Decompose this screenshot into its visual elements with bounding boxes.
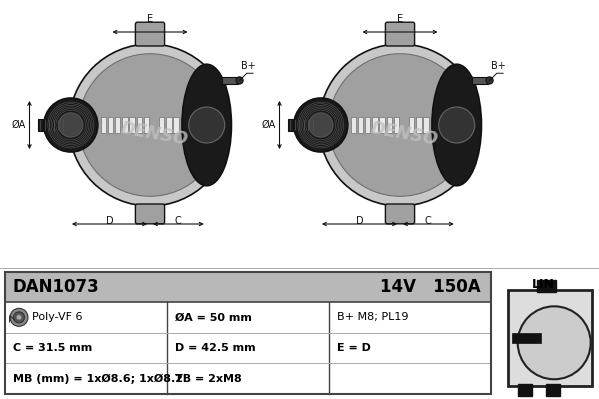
Text: ØA: ØA <box>11 120 26 130</box>
Bar <box>518 384 532 396</box>
Circle shape <box>294 98 348 152</box>
Bar <box>181 117 186 133</box>
Bar <box>537 280 556 292</box>
Text: B+ M8; PL19: B+ M8; PL19 <box>337 312 409 322</box>
Text: Poly-VF 6: Poly-VF 6 <box>32 312 83 322</box>
Bar <box>423 117 429 133</box>
Bar <box>122 117 128 133</box>
Circle shape <box>329 54 471 196</box>
Text: E = D: E = D <box>337 343 371 353</box>
Bar <box>108 117 113 133</box>
Bar <box>173 117 179 133</box>
Text: D = 42.5 mm: D = 42.5 mm <box>175 343 256 353</box>
Text: DENSO: DENSO <box>369 119 440 149</box>
Bar <box>445 117 450 133</box>
Bar <box>350 117 356 133</box>
Bar <box>438 117 443 133</box>
Text: B+: B+ <box>491 61 506 71</box>
Ellipse shape <box>432 64 482 186</box>
Bar <box>5 272 491 394</box>
Circle shape <box>236 77 243 84</box>
Bar <box>508 290 592 386</box>
Text: D: D <box>105 216 113 226</box>
Circle shape <box>14 312 25 323</box>
Bar <box>137 117 142 133</box>
Bar <box>416 117 422 133</box>
FancyBboxPatch shape <box>385 22 415 46</box>
Text: C: C <box>425 216 432 226</box>
Bar <box>166 117 171 133</box>
Bar <box>115 117 120 133</box>
Bar <box>38 119 74 131</box>
Circle shape <box>44 98 98 152</box>
Circle shape <box>59 113 83 137</box>
Text: DAN1073: DAN1073 <box>13 278 100 296</box>
Circle shape <box>438 107 474 143</box>
Bar <box>394 117 399 133</box>
Bar <box>101 117 106 133</box>
Bar <box>431 117 436 133</box>
Bar <box>5 272 491 302</box>
Bar <box>409 117 415 133</box>
Text: ØA: ØA <box>261 120 276 130</box>
Circle shape <box>518 306 591 379</box>
Bar <box>188 117 193 133</box>
Bar <box>379 117 385 133</box>
Circle shape <box>319 44 481 206</box>
Text: B+: B+ <box>241 61 256 71</box>
Circle shape <box>69 44 231 206</box>
Bar <box>358 117 363 133</box>
Bar <box>546 384 560 396</box>
Text: C = 31.5 mm: C = 31.5 mm <box>13 343 92 353</box>
Bar <box>365 117 370 133</box>
FancyBboxPatch shape <box>385 204 415 224</box>
Circle shape <box>10 308 28 326</box>
Ellipse shape <box>182 64 231 186</box>
Text: 14V   150A: 14V 150A <box>380 278 481 296</box>
Bar <box>129 117 135 133</box>
Circle shape <box>17 315 22 320</box>
Circle shape <box>189 107 225 143</box>
Bar <box>195 117 201 133</box>
Text: C: C <box>175 216 181 226</box>
Bar <box>512 333 541 343</box>
Bar <box>159 117 164 133</box>
Bar <box>372 117 377 133</box>
Text: E: E <box>147 14 153 24</box>
Bar <box>144 117 149 133</box>
Text: LIN: LIN <box>531 278 555 291</box>
FancyBboxPatch shape <box>135 204 165 224</box>
Circle shape <box>308 113 333 137</box>
Circle shape <box>486 77 493 84</box>
Text: ØA = 50 mm: ØA = 50 mm <box>175 312 252 322</box>
Circle shape <box>78 54 221 196</box>
Text: E: E <box>397 14 403 24</box>
Bar <box>288 119 323 131</box>
Text: MB (mm) = 1xØ8.6; 1xØ8.2: MB (mm) = 1xØ8.6; 1xØ8.2 <box>13 373 183 384</box>
FancyBboxPatch shape <box>135 22 165 46</box>
Text: DENSO: DENSO <box>119 119 190 149</box>
Bar <box>471 77 488 84</box>
Text: D: D <box>356 216 364 226</box>
Text: TB = 2xM8: TB = 2xM8 <box>175 374 242 384</box>
Bar <box>386 117 392 133</box>
Bar <box>222 77 238 84</box>
